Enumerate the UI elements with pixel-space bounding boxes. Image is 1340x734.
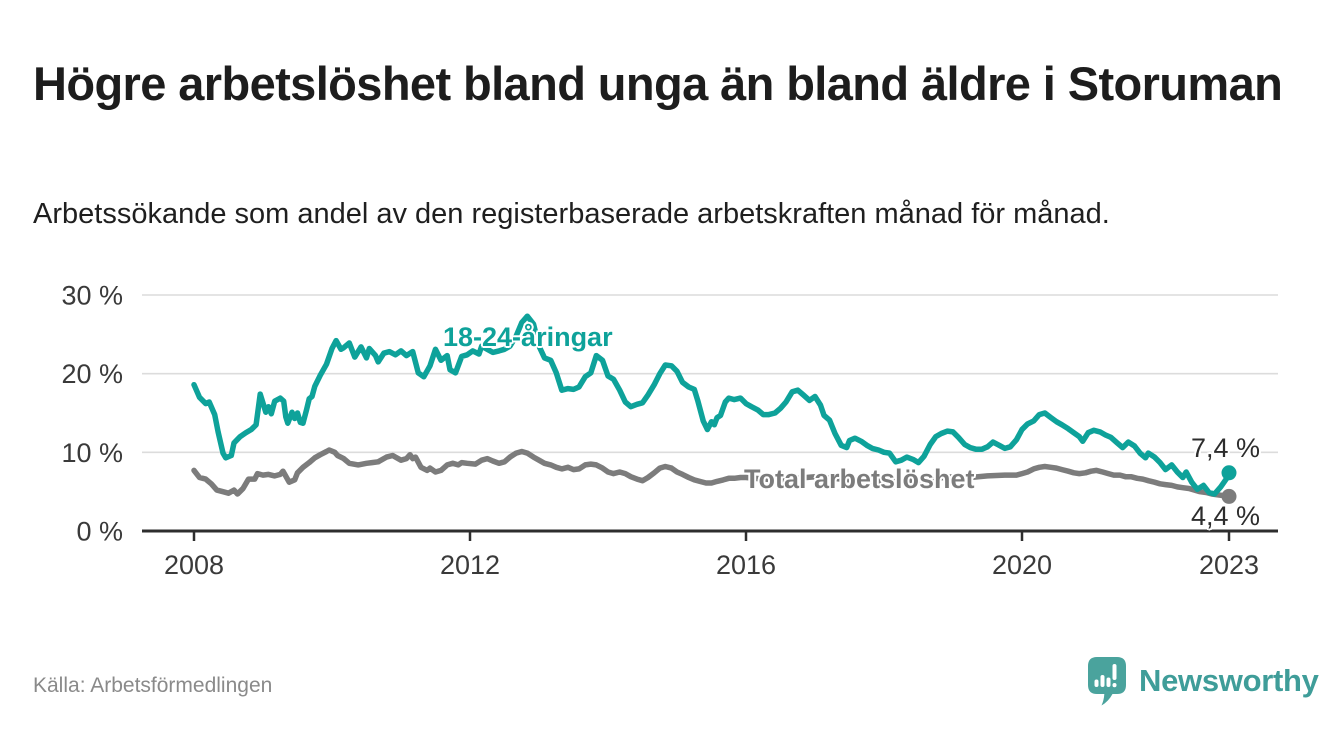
x-axis-tick-label: 2020 bbox=[992, 550, 1052, 580]
y-axis-tick-label: 10 % bbox=[61, 438, 123, 468]
newsworthy-logo-text: Newsworthy bbox=[1139, 663, 1319, 698]
x-axis-tick-label: 2016 bbox=[716, 550, 776, 580]
y-axis-tick-label: 0 % bbox=[76, 517, 123, 547]
end-value-label-total: 4,4 % bbox=[1190, 501, 1260, 531]
series-line-youth bbox=[191, 313, 1232, 497]
page-title: Högre arbetslöshet bland unga än bland ä… bbox=[33, 57, 1283, 111]
series-end-dot-youth bbox=[1221, 465, 1237, 481]
series-label-total: Total arbetslöshet bbox=[744, 464, 975, 494]
y-axis-tick-label: 20 % bbox=[61, 359, 123, 389]
page-subtitle: Arbetssökande som andel av den registerb… bbox=[33, 198, 1110, 230]
series-line-total bbox=[191, 447, 1232, 500]
y-axis-tick-label: 30 % bbox=[61, 281, 123, 311]
x-axis-tick-label: 2012 bbox=[440, 550, 500, 580]
series-label-18-24: 18-24-åringar bbox=[443, 322, 613, 352]
source-note: Källa: Arbetsförmedlingen bbox=[33, 674, 273, 697]
end-value-label-18-24: 7,4 % bbox=[1190, 433, 1260, 463]
series-end-dot-total bbox=[1221, 488, 1237, 504]
x-axis-tick-label: 2008 bbox=[164, 550, 224, 580]
newsworthy-logo: Newsworthy bbox=[1086, 656, 1319, 706]
newsworthy-bubble-barchart-icon bbox=[1088, 657, 1126, 706]
x-axis-tick-label: 2023 bbox=[1199, 550, 1259, 580]
